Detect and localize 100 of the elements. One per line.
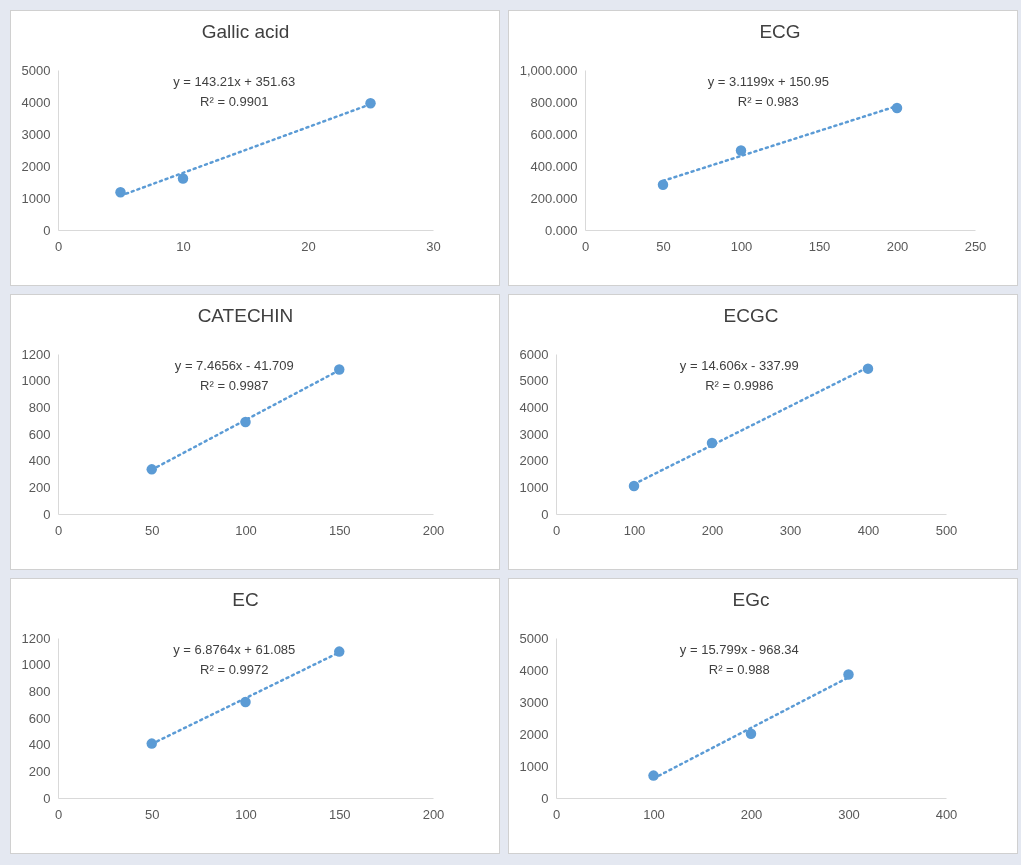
x-tick-label: 0: [54, 522, 63, 538]
x-tick-label: 500: [935, 522, 958, 538]
x-tick-label: 150: [808, 238, 831, 254]
annotation: R² = 0.9986: [705, 378, 774, 393]
y-tick-label: 6000: [519, 346, 549, 362]
y-tick-label: 4000: [519, 662, 549, 678]
y-tick-label: 0: [43, 506, 51, 522]
x-tick-label: 0: [54, 238, 63, 254]
y-tick-label: 400: [28, 453, 51, 469]
y-tick-label: 4000: [519, 399, 549, 415]
chart-title: CATECHIN: [197, 305, 294, 326]
y-tick-label: 1200: [21, 346, 51, 362]
x-tick-label: 150: [328, 522, 351, 538]
x-tick-label: 100: [623, 522, 646, 538]
chart-title: EGc: [732, 589, 770, 610]
x-tick-label: 150: [328, 806, 351, 822]
x-tick-label: 100: [235, 806, 257, 822]
x-tick-label: 30: [426, 238, 441, 254]
x-tick-label: 300: [779, 522, 802, 538]
annotation: R² = 0.9901: [200, 94, 269, 109]
x-tick-label: 50: [656, 238, 671, 254]
y-tick-label: 800: [28, 399, 51, 415]
point: [240, 416, 251, 428]
x-tick-label: 100: [643, 806, 665, 822]
y-tick-label: 1200: [21, 630, 51, 646]
y-tick-label: 0: [541, 790, 549, 806]
y-tick-label: 800: [28, 683, 51, 699]
y-tick-label: 5000: [519, 373, 549, 389]
annotation: y = 3.1199x + 150.95: [707, 74, 829, 89]
point: [177, 173, 189, 184]
x-tick-label: 400: [935, 806, 958, 822]
y-tick-label: 2000: [519, 726, 549, 742]
y-tick-label: 200.000: [530, 190, 578, 206]
y-tick-label: 600: [28, 426, 51, 442]
x-tick-label: 100: [235, 522, 257, 538]
point: [334, 646, 345, 657]
point: [862, 363, 874, 374]
point: [115, 187, 126, 198]
y-tick-label: 1000: [21, 190, 51, 206]
y-tick-label: 3000: [21, 126, 51, 142]
x-tick-label: 250: [964, 238, 987, 254]
point: [240, 696, 251, 708]
annotation: y = 15.799x - 968.34: [679, 642, 799, 657]
annotation: y = 143.21x + 351.63: [173, 74, 296, 89]
x-tick-label: 200: [740, 806, 763, 822]
y-tick-label: 4000: [21, 94, 51, 110]
x-tick-label: 10: [176, 238, 191, 254]
x-tick-label: 50: [145, 522, 160, 538]
x-tick-label: 200: [422, 522, 445, 538]
x-tick-label: 0: [54, 806, 63, 822]
y-tick-label: 200: [28, 763, 51, 779]
x-tick-label: 0: [581, 238, 590, 254]
y-tick-label: 200: [28, 479, 51, 495]
point: [843, 669, 854, 680]
y-tick-label: 1000: [21, 373, 51, 389]
y-tick-label: 0: [43, 222, 51, 238]
y-tick-label: 400: [28, 737, 51, 753]
x-tick-label: 200: [422, 806, 445, 822]
y-tick-label: 1000: [519, 758, 549, 774]
y-tick-label: 400.000: [530, 158, 578, 174]
y-tick-label: 3000: [519, 694, 549, 710]
point: [735, 145, 747, 156]
y-tick-label: 0: [43, 790, 51, 806]
y-tick-label: 1000: [519, 479, 549, 495]
point: [146, 464, 157, 475]
point: [146, 738, 157, 749]
chart-title: ECGC: [723, 305, 779, 326]
y-tick-label: 1,000.000: [519, 62, 578, 78]
x-tick-label: 100: [730, 238, 753, 254]
annotation: R² = 0.9972: [200, 662, 269, 677]
y-tick-label: 0: [541, 506, 549, 522]
y-tick-label: 600: [28, 710, 51, 726]
annotation: y = 14.606x - 337.99: [679, 358, 799, 373]
y-tick-label: 5000: [21, 62, 51, 78]
x-tick-label: 300: [838, 806, 860, 822]
point: [334, 364, 345, 375]
chart-title: Gallic acid: [201, 21, 290, 42]
annotation: y = 6.8764x + 61.085: [173, 642, 296, 657]
point: [706, 437, 718, 449]
point: [657, 179, 669, 190]
annotation: y = 7.4656x - 41.709: [174, 358, 294, 373]
y-tick-label: 2000: [519, 453, 549, 469]
x-tick-label: 200: [701, 522, 724, 538]
y-tick-label: 1000: [21, 657, 51, 673]
point: [648, 770, 659, 781]
chart-title: ECG: [759, 21, 801, 42]
point: [365, 98, 376, 109]
annotation: R² = 0.983: [737, 94, 799, 109]
annotation: R² = 0.9987: [200, 378, 269, 393]
x-tick-label: 200: [886, 238, 909, 254]
y-tick-label: 800.000: [530, 94, 578, 110]
x-tick-label: 400: [857, 522, 880, 538]
point: [745, 728, 757, 739]
y-tick-label: 5000: [519, 630, 549, 646]
point: [628, 480, 640, 492]
y-tick-label: 600.000: [530, 126, 578, 142]
y-tick-label: 3000: [519, 426, 549, 442]
point: [891, 102, 903, 114]
annotation: R² = 0.988: [708, 662, 770, 677]
y-tick-label: 0.000: [544, 222, 578, 238]
